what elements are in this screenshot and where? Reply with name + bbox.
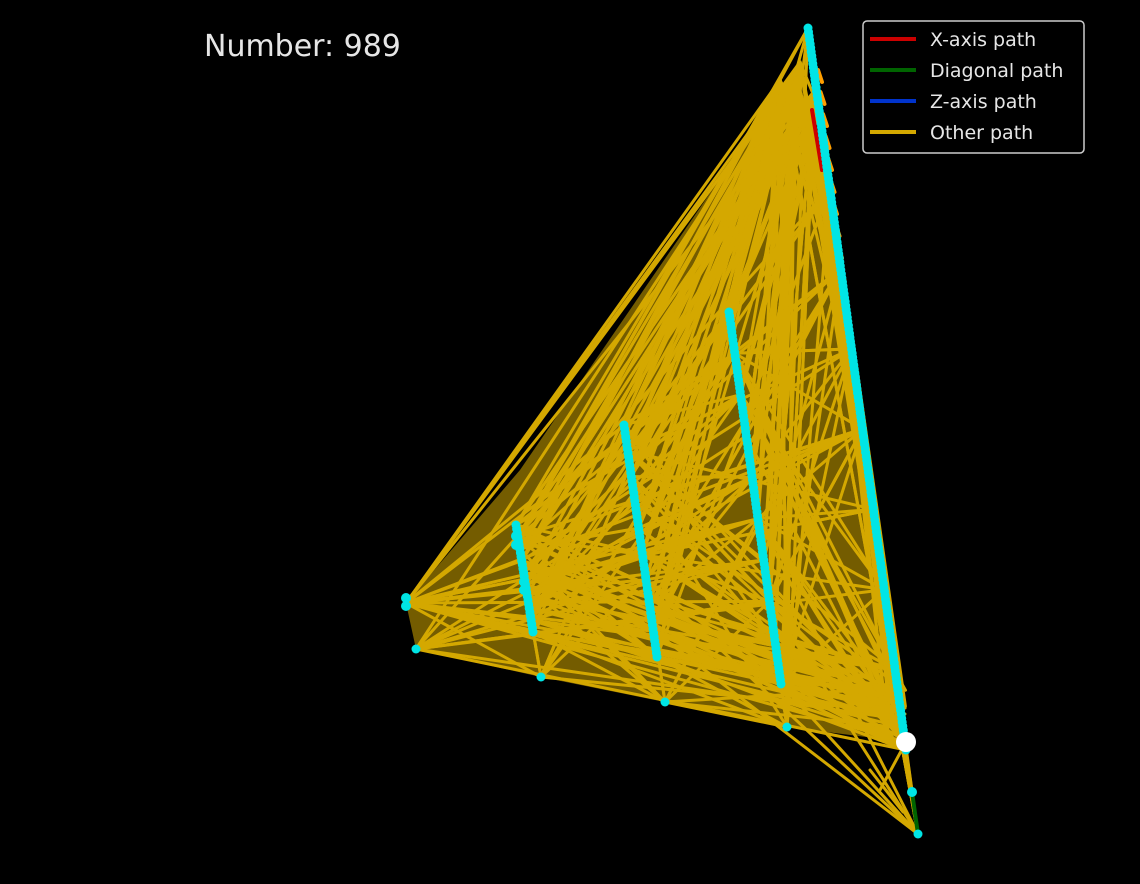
point-372	[511, 540, 521, 550]
path-segment-439	[910, 790, 920, 836]
path-segment-411	[778, 78, 920, 836]
point-370	[411, 644, 421, 654]
legend-label-3: Other path	[930, 122, 1033, 144]
path-segment-416	[779, 682, 789, 729]
highlighted-point	[896, 732, 916, 752]
path-segment-419	[626, 60, 802, 453]
path-segment-313	[663, 700, 789, 729]
point-markers	[401, 23, 923, 839]
path-segment-418	[522, 571, 659, 659]
path-segment-340	[779, 88, 817, 686]
path-segment-380	[529, 186, 832, 622]
path-segment-383	[404, 351, 737, 605]
point-28	[536, 672, 546, 682]
point-368	[401, 593, 411, 603]
path-segment-401	[525, 594, 897, 672]
point-87	[652, 652, 662, 662]
point-27	[528, 627, 538, 637]
path-segment-420	[404, 78, 782, 605]
legend-frame	[862, 20, 1085, 154]
path-segment-372	[531, 630, 904, 699]
path-segment-358	[739, 393, 894, 714]
path-segment-309	[539, 60, 802, 679]
path-segment-414	[529, 73, 797, 622]
path-segment-396	[522, 571, 891, 701]
point-183	[782, 722, 792, 732]
point-371	[511, 531, 521, 541]
point-374	[519, 585, 529, 595]
path-segment-438	[810, 108, 824, 172]
legend-label-0: X-axis path	[930, 29, 1036, 51]
path-segment-206	[779, 682, 920, 836]
point-367	[913, 829, 923, 839]
path-segment-403	[414, 599, 771, 651]
legend: X-axis path Diagonal path Z-axis path Other…	[862, 20, 1085, 154]
point-182	[776, 679, 786, 689]
point-375	[907, 787, 917, 797]
path-segment-345	[640, 73, 797, 556]
point-369	[401, 601, 411, 611]
path-segment-399	[744, 73, 797, 438]
legend-label-2: Z-axis path	[930, 91, 1037, 113]
path-segment-391	[518, 526, 641, 551]
path-segment-367	[637, 60, 802, 530]
path-segment-408	[773, 641, 908, 752]
path-segment-412	[739, 393, 904, 696]
path-segment-237	[733, 351, 886, 592]
path-segment-387	[626, 449, 896, 713]
path-segment-415	[414, 434, 748, 651]
point-373	[519, 577, 529, 587]
path-segment-421	[404, 601, 908, 744]
path-segment-402	[529, 78, 782, 622]
path-segment-375	[626, 449, 766, 562]
path-segment-410	[514, 523, 920, 836]
chart-title: Number: 989	[204, 29, 401, 64]
path-segment-397	[539, 675, 892, 713]
path-segment-305	[414, 558, 766, 651]
legend-label-1: Diagonal path	[930, 60, 1063, 82]
path-segment-422	[868, 768, 905, 814]
path-segment-424	[816, 68, 824, 84]
path-segment-233	[404, 599, 771, 605]
point-88	[660, 697, 670, 707]
path-segment-395	[767, 427, 864, 603]
path-segment-329	[629, 475, 777, 645]
path-segment-355	[414, 647, 901, 721]
path-segment-303	[516, 427, 864, 539]
path-segment-230	[739, 393, 886, 592]
path-segment-417	[404, 73, 797, 605]
path-segment-377	[744, 106, 821, 438]
path-segment-102	[785, 186, 832, 729]
path-segment-389	[648, 603, 890, 706]
